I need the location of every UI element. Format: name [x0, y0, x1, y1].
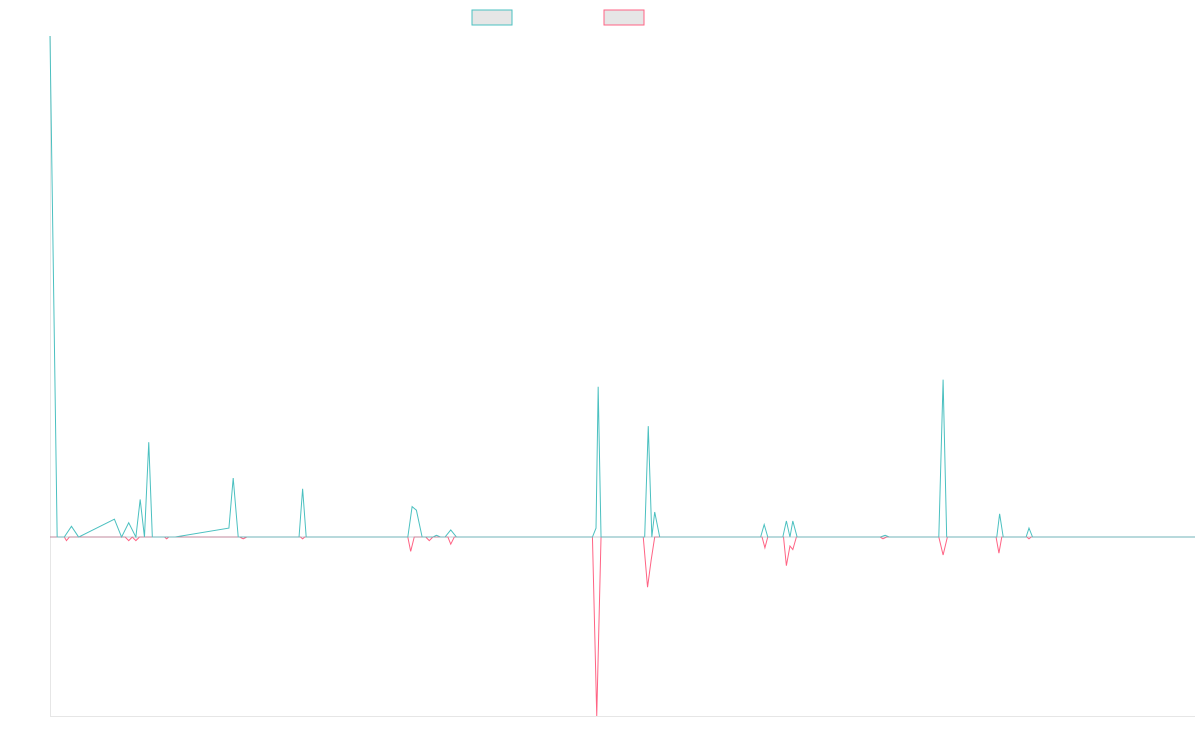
legend-swatch-series-b[interactable] — [603, 9, 645, 26]
axes — [50, 36, 1195, 717]
legend[interactable] — [471, 9, 645, 26]
series-b-line[interactable] — [50, 536, 1195, 717]
plot-area — [49, 35, 1195, 717]
series-a-line[interactable] — [49, 35, 1195, 539]
legend-swatch-series-a[interactable] — [471, 9, 513, 26]
